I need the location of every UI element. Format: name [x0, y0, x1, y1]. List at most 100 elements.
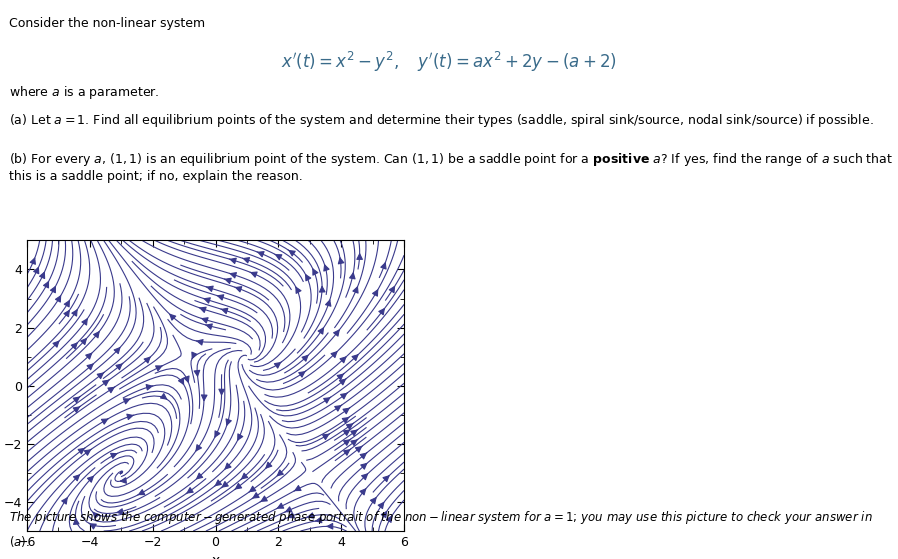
FancyArrowPatch shape [74, 396, 80, 402]
FancyArrowPatch shape [381, 263, 386, 269]
FancyArrowPatch shape [249, 486, 256, 492]
FancyArrowPatch shape [186, 487, 193, 494]
FancyArrowPatch shape [50, 287, 56, 293]
FancyArrowPatch shape [196, 339, 203, 345]
FancyArrowPatch shape [197, 473, 203, 479]
FancyArrowPatch shape [315, 517, 321, 523]
FancyArrowPatch shape [192, 352, 197, 358]
FancyArrowPatch shape [373, 290, 378, 296]
FancyArrowPatch shape [326, 523, 333, 529]
FancyArrowPatch shape [238, 434, 242, 440]
FancyArrowPatch shape [333, 330, 339, 336]
FancyArrowPatch shape [64, 310, 69, 317]
FancyArrowPatch shape [360, 452, 367, 459]
FancyArrowPatch shape [155, 366, 163, 371]
FancyArrowPatch shape [201, 395, 207, 401]
FancyArrowPatch shape [224, 278, 231, 283]
Text: $x'(t) = x^2 - y^2, \quad y'(t) = ax^2 + 2y - (a+2)$: $x'(t) = x^2 - y^2, \quad y'(t) = ax^2 +… [281, 50, 617, 74]
FancyArrowPatch shape [322, 434, 330, 439]
FancyArrowPatch shape [277, 470, 284, 476]
FancyArrowPatch shape [339, 378, 347, 385]
FancyArrowPatch shape [288, 250, 295, 256]
FancyArrowPatch shape [101, 419, 109, 424]
FancyArrowPatch shape [102, 380, 110, 386]
FancyArrowPatch shape [335, 405, 342, 411]
FancyArrowPatch shape [85, 353, 92, 359]
FancyArrowPatch shape [116, 363, 123, 369]
FancyArrowPatch shape [305, 274, 311, 281]
FancyArrowPatch shape [93, 513, 99, 518]
FancyArrowPatch shape [137, 490, 145, 495]
FancyArrowPatch shape [307, 513, 314, 518]
FancyArrowPatch shape [74, 475, 79, 481]
FancyArrowPatch shape [196, 445, 201, 451]
FancyArrowPatch shape [33, 268, 39, 274]
FancyArrowPatch shape [234, 484, 242, 490]
FancyArrowPatch shape [72, 310, 77, 316]
FancyArrowPatch shape [62, 498, 67, 504]
FancyArrowPatch shape [206, 324, 212, 329]
X-axis label: x: x [211, 555, 220, 559]
FancyArrowPatch shape [323, 397, 330, 403]
FancyArrowPatch shape [199, 307, 207, 312]
FancyArrowPatch shape [31, 258, 35, 264]
FancyArrowPatch shape [331, 352, 337, 358]
FancyArrowPatch shape [389, 287, 394, 293]
FancyArrowPatch shape [123, 399, 130, 404]
FancyArrowPatch shape [74, 519, 79, 524]
FancyArrowPatch shape [320, 286, 325, 292]
FancyArrowPatch shape [225, 463, 231, 469]
FancyArrowPatch shape [337, 373, 344, 380]
FancyArrowPatch shape [351, 429, 358, 435]
FancyArrowPatch shape [146, 385, 153, 390]
FancyArrowPatch shape [340, 392, 348, 399]
FancyArrowPatch shape [260, 496, 268, 502]
FancyArrowPatch shape [357, 254, 363, 259]
FancyArrowPatch shape [342, 417, 349, 423]
FancyArrowPatch shape [229, 258, 236, 263]
FancyArrowPatch shape [344, 449, 351, 455]
FancyArrowPatch shape [114, 348, 120, 354]
FancyArrowPatch shape [313, 269, 318, 275]
FancyArrowPatch shape [287, 513, 295, 518]
FancyArrowPatch shape [324, 265, 329, 271]
FancyArrowPatch shape [161, 394, 167, 399]
FancyArrowPatch shape [326, 300, 330, 306]
FancyArrowPatch shape [241, 473, 248, 480]
FancyArrowPatch shape [379, 309, 384, 315]
FancyArrowPatch shape [229, 273, 236, 278]
FancyArrowPatch shape [378, 503, 383, 509]
FancyArrowPatch shape [382, 511, 387, 518]
Text: where $a$ is a parameter.: where $a$ is a parameter. [9, 84, 160, 101]
FancyArrowPatch shape [351, 439, 358, 446]
FancyArrowPatch shape [201, 318, 208, 323]
FancyArrowPatch shape [40, 272, 45, 278]
FancyArrowPatch shape [343, 408, 350, 414]
FancyArrowPatch shape [71, 343, 77, 349]
FancyArrowPatch shape [53, 341, 59, 347]
FancyArrowPatch shape [353, 287, 358, 293]
FancyArrowPatch shape [234, 287, 242, 292]
FancyArrowPatch shape [216, 295, 224, 300]
FancyArrowPatch shape [296, 287, 301, 293]
FancyArrowPatch shape [65, 301, 69, 307]
FancyArrowPatch shape [97, 372, 104, 378]
FancyArrowPatch shape [339, 258, 344, 264]
FancyArrowPatch shape [74, 406, 80, 413]
FancyArrowPatch shape [299, 371, 306, 377]
FancyArrowPatch shape [108, 387, 115, 393]
FancyArrowPatch shape [219, 389, 224, 395]
FancyArrowPatch shape [87, 364, 93, 370]
FancyArrowPatch shape [383, 476, 389, 482]
FancyArrowPatch shape [226, 419, 232, 425]
FancyArrowPatch shape [356, 446, 363, 452]
FancyArrowPatch shape [349, 273, 355, 279]
FancyArrowPatch shape [277, 503, 284, 509]
FancyArrowPatch shape [116, 509, 123, 514]
FancyArrowPatch shape [362, 474, 367, 480]
FancyArrowPatch shape [56, 296, 61, 302]
FancyArrowPatch shape [221, 309, 228, 314]
FancyArrowPatch shape [344, 429, 350, 435]
FancyArrowPatch shape [285, 507, 292, 512]
Text: (b) For every $a$, $(1, 1)$ is an equilibrium point of the system. Can $(1, 1)$ : (b) For every $a$, $(1, 1)$ is an equili… [9, 151, 894, 183]
